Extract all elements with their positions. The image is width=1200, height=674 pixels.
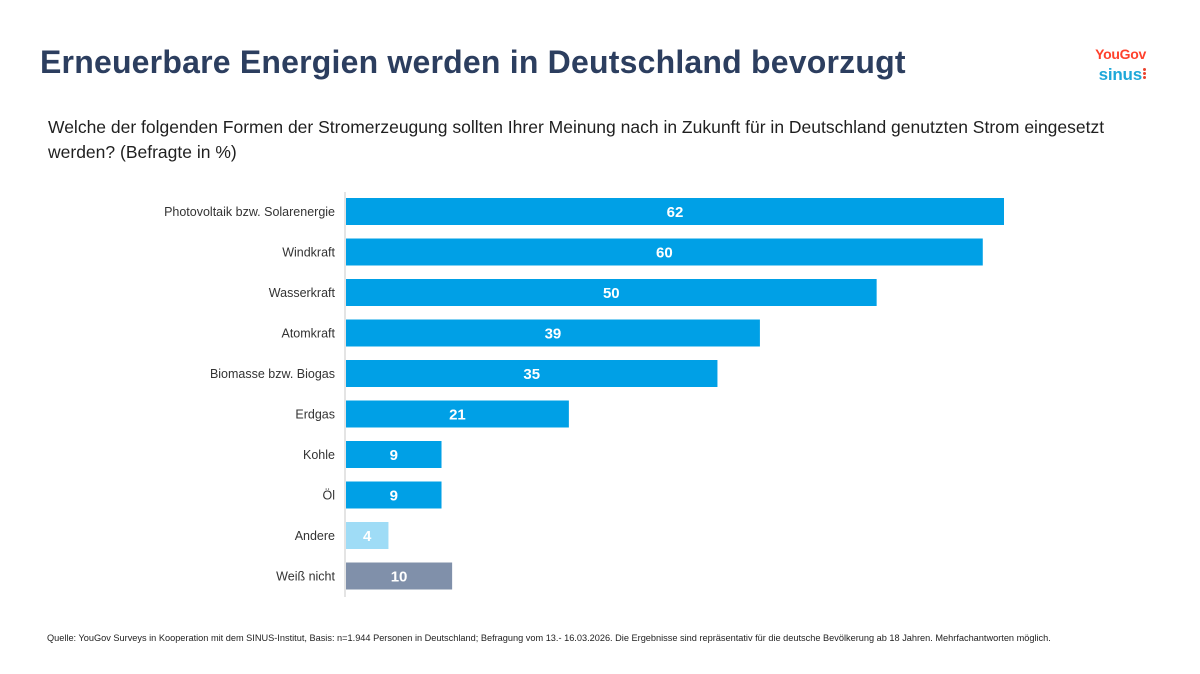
category-label: Öl	[323, 489, 336, 503]
bar-value-label: 60	[656, 245, 673, 262]
category-label: Weiß nicht	[276, 570, 335, 584]
bar	[346, 279, 877, 306]
sinus-logo-dots	[1143, 67, 1146, 79]
bar	[346, 238, 983, 266]
chart-question: Welche der folgenden Formen der Stromerz…	[48, 117, 1105, 162]
category-label: Kohle	[303, 448, 335, 462]
category-label: Andere	[295, 529, 335, 543]
category-label: Erdgas	[295, 408, 335, 422]
bar-value-label: 9	[390, 447, 398, 464]
bar-value-label: 10	[391, 569, 408, 586]
category-label: Photovoltaik bzw. Solarenergie	[164, 205, 335, 219]
bar-value-label: 9	[390, 488, 398, 505]
bar	[346, 481, 442, 509]
bar	[346, 319, 760, 347]
bar	[346, 360, 718, 387]
bar-value-label: 50	[603, 285, 620, 302]
bar	[346, 522, 389, 549]
bar	[346, 562, 453, 590]
sinus-logo-text: sinus	[1098, 65, 1143, 84]
category-label: Wasserkraft	[269, 286, 336, 300]
bars-layer: Photovoltaik bzw. Solarenergie 62 Windkraf…	[164, 198, 1004, 590]
sinus-logo: sinus	[1099, 65, 1146, 85]
category-label: Windkraft	[282, 246, 335, 260]
bar	[346, 400, 569, 428]
category-label: Atomkraft	[282, 327, 336, 341]
page-title: Erneuerbare Energien werden in Deutschla…	[40, 44, 906, 80]
bar-value-label: 35	[523, 366, 540, 383]
category-label: Biomasse bzw. Biogas	[210, 367, 335, 381]
bar-value-label: 21	[449, 407, 466, 424]
yougov-logo: YouGov	[1095, 46, 1146, 62]
bar-value-label: 62	[667, 204, 684, 221]
bar	[346, 441, 442, 468]
bar	[346, 198, 1004, 225]
bar-value-label: 39	[545, 326, 562, 343]
source-footnote: Quelle: YouGov Surveys in Kooperation mi…	[47, 633, 1051, 643]
bar-value-label: 4	[363, 528, 372, 545]
